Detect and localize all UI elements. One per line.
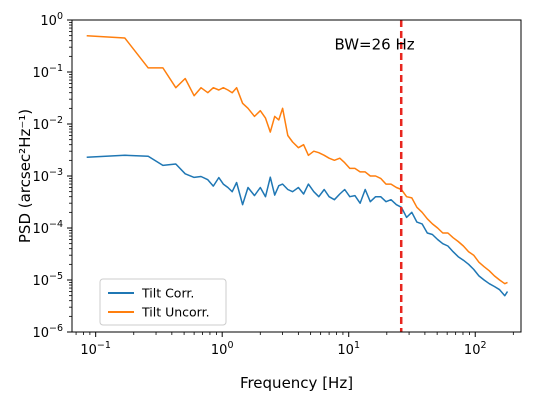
y-tick-label: 10−2	[32, 115, 63, 133]
y-tick-label: 10−5	[32, 271, 63, 289]
annotation-layer: BW=26 Hz	[334, 36, 414, 54]
series-tilt-corr-line	[86, 154, 509, 297]
y-tick-label: 10−1	[32, 63, 63, 81]
x-tick-label: 101	[337, 340, 360, 358]
x-axis-ticks: 10−1 100 101 102	[75, 332, 514, 358]
x-tick-label: 10−1	[80, 340, 111, 358]
x-tick-label: 100	[211, 340, 234, 358]
y-axis-label: PSD (arcsec²Hz⁻¹)	[16, 109, 34, 243]
series-layer	[86, 34, 509, 297]
x-tick-label: 102	[464, 340, 487, 358]
legend-box	[99, 278, 227, 326]
y-tick-label: 10−4	[32, 219, 63, 237]
y-axis-ticks: 10−6 10−5 10−4 10−3 10−2 10−1 100	[32, 11, 72, 341]
y-tick-label: 100	[40, 11, 63, 29]
legend-label: Tilt Corr.	[141, 286, 194, 301]
x-axis-label: Frequency [Hz]	[240, 374, 353, 392]
y-tick-label: 10−6	[32, 323, 63, 341]
y-tick-label: 10−3	[32, 167, 63, 185]
series-tilt-uncorr-line	[86, 34, 508, 285]
legend-label: Tilt Uncorr.	[141, 305, 210, 320]
annotation-text: BW=26 Hz	[334, 36, 414, 54]
legend: Tilt Corr. Tilt Uncorr.	[99, 278, 227, 326]
